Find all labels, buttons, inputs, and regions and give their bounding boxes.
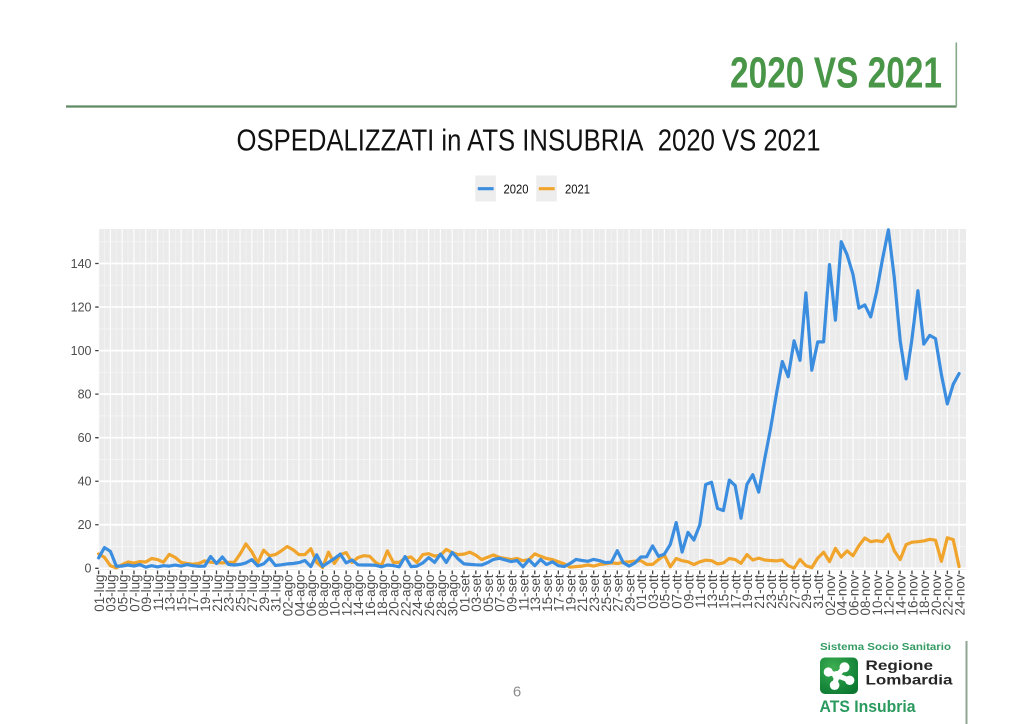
svg-text:04-ago: 04-ago [292, 575, 307, 617]
svg-text:09-lug: 09-lug [139, 575, 154, 612]
svg-text:01-lug: 01-lug [92, 575, 107, 612]
svg-text:11-ott: 11-ott [693, 574, 708, 608]
svg-text:0: 0 [85, 562, 92, 576]
svg-text:18-nov: 18-nov [917, 574, 932, 615]
svg-text:07-ott: 07-ott [670, 574, 685, 609]
svg-text:05-set: 05-set [481, 574, 496, 611]
svg-text:Regione: Regione [866, 658, 934, 673]
svg-text:02-nov: 02-nov [823, 574, 838, 615]
svg-text:09-set: 09-set [504, 574, 519, 611]
svg-text:10-ago: 10-ago [328, 575, 343, 617]
svg-text:31-lug: 31-lug [269, 575, 284, 612]
svg-text:11-lug: 11-lug [151, 575, 166, 611]
svg-text:15-set: 15-set [540, 574, 555, 611]
svg-text:12-ago: 12-ago [339, 575, 354, 617]
svg-text:ATS Insubria: ATS Insubria [820, 697, 916, 716]
svg-text:22-nov: 22-nov [941, 574, 956, 615]
svg-text:10-nov: 10-nov [870, 574, 885, 615]
svg-text:22-ago: 22-ago [398, 575, 413, 617]
svg-text:28-ago: 28-ago [434, 575, 449, 617]
svg-text:31-ott: 31-ott [811, 574, 826, 609]
svg-text:23-lug: 23-lug [222, 575, 237, 612]
svg-text:13-lug: 13-lug [163, 575, 178, 612]
svg-text:24-ago: 24-ago [410, 575, 425, 617]
svg-text:19-ott: 19-ott [740, 574, 755, 609]
svg-text:20: 20 [78, 518, 92, 532]
svg-text:19-set: 19-set [563, 574, 578, 611]
svg-text:OSPEDALIZZATI in ATS INSUBRIA: OSPEDALIZZATI in ATS INSUBRIA 2020 VS 20… [237, 123, 821, 158]
svg-text:2020 VS 2021: 2020 VS 2021 [730, 49, 942, 98]
svg-text:03-lug: 03-lug [104, 575, 119, 612]
svg-text:19-lug: 19-lug [198, 575, 213, 612]
svg-text:29-lug: 29-lug [257, 575, 272, 612]
svg-text:21-lug: 21-lug [210, 575, 225, 612]
svg-text:08-ago: 08-ago [316, 575, 331, 617]
svg-text:20-ago: 20-ago [387, 575, 402, 617]
svg-text:08-nov: 08-nov [858, 574, 873, 615]
svg-text:2021: 2021 [565, 181, 590, 196]
svg-text:27-set: 27-set [611, 574, 626, 611]
svg-text:09-ott: 09-ott [681, 574, 696, 609]
svg-text:07-lug: 07-lug [127, 575, 142, 612]
svg-text:13-ott: 13-ott [705, 574, 720, 609]
svg-text:14-nov: 14-nov [893, 574, 908, 615]
svg-text:07-set: 07-set [493, 574, 508, 611]
svg-text:29-set: 29-set [622, 574, 637, 611]
svg-text:05-lug: 05-lug [115, 575, 130, 612]
svg-text:21-ott: 21-ott [752, 574, 767, 609]
svg-text:24-nov: 24-nov [952, 574, 967, 615]
svg-text:11-set: 11-set [516, 574, 531, 611]
svg-text:2020: 2020 [504, 181, 529, 196]
svg-text:17-set: 17-set [552, 574, 567, 611]
svg-text:25-set: 25-set [599, 574, 614, 611]
svg-text:Sistema Socio Sanitario: Sistema Socio Sanitario [820, 642, 951, 653]
svg-text:15-ott: 15-ott [717, 574, 732, 609]
svg-text:23-ott: 23-ott [764, 574, 779, 609]
svg-text:27-lug: 27-lug [245, 575, 260, 612]
svg-text:15-lug: 15-lug [174, 575, 189, 612]
svg-text:01-ott: 01-ott [634, 574, 649, 609]
svg-text:03-ott: 03-ott [646, 574, 661, 609]
svg-text:05-ott: 05-ott [658, 574, 673, 609]
svg-text:01-set: 01-set [457, 574, 472, 611]
svg-text:25-lug: 25-lug [233, 575, 248, 612]
svg-text:26-ago: 26-ago [422, 575, 437, 617]
svg-text:12-nov: 12-nov [882, 574, 897, 615]
svg-text:29-ott: 29-ott [799, 574, 814, 609]
svg-text:06-nov: 06-nov [846, 574, 861, 615]
svg-text:17-ott: 17-ott [728, 574, 743, 609]
svg-text:20-nov: 20-nov [929, 574, 944, 615]
svg-text:40: 40 [78, 475, 92, 489]
svg-text:27-ott: 27-ott [787, 574, 802, 609]
svg-text:21-set: 21-set [575, 574, 590, 611]
svg-text:30-ago: 30-ago [446, 575, 461, 617]
svg-text:04-nov: 04-nov [835, 574, 850, 615]
svg-text:60: 60 [78, 431, 92, 445]
svg-text:13-set: 13-set [528, 574, 543, 611]
svg-text:6: 6 [513, 684, 521, 701]
svg-text:03-set: 03-set [469, 574, 484, 611]
svg-text:25-ott: 25-ott [776, 574, 791, 609]
svg-text:06-ago: 06-ago [304, 575, 319, 617]
svg-text:80: 80 [78, 388, 92, 402]
svg-text:16-ago: 16-ago [363, 575, 378, 617]
svg-text:14-ago: 14-ago [351, 575, 366, 617]
svg-text:120: 120 [71, 301, 92, 315]
svg-text:17-lug: 17-lug [186, 575, 201, 612]
svg-text:23-set: 23-set [587, 574, 602, 611]
svg-text:140: 140 [71, 257, 92, 271]
svg-text:18-ago: 18-ago [375, 575, 390, 617]
svg-text:16-nov: 16-nov [905, 574, 920, 615]
svg-text:Lombardia: Lombardia [866, 673, 953, 688]
svg-text:02-ago: 02-ago [281, 575, 296, 617]
svg-text:100: 100 [71, 344, 92, 358]
